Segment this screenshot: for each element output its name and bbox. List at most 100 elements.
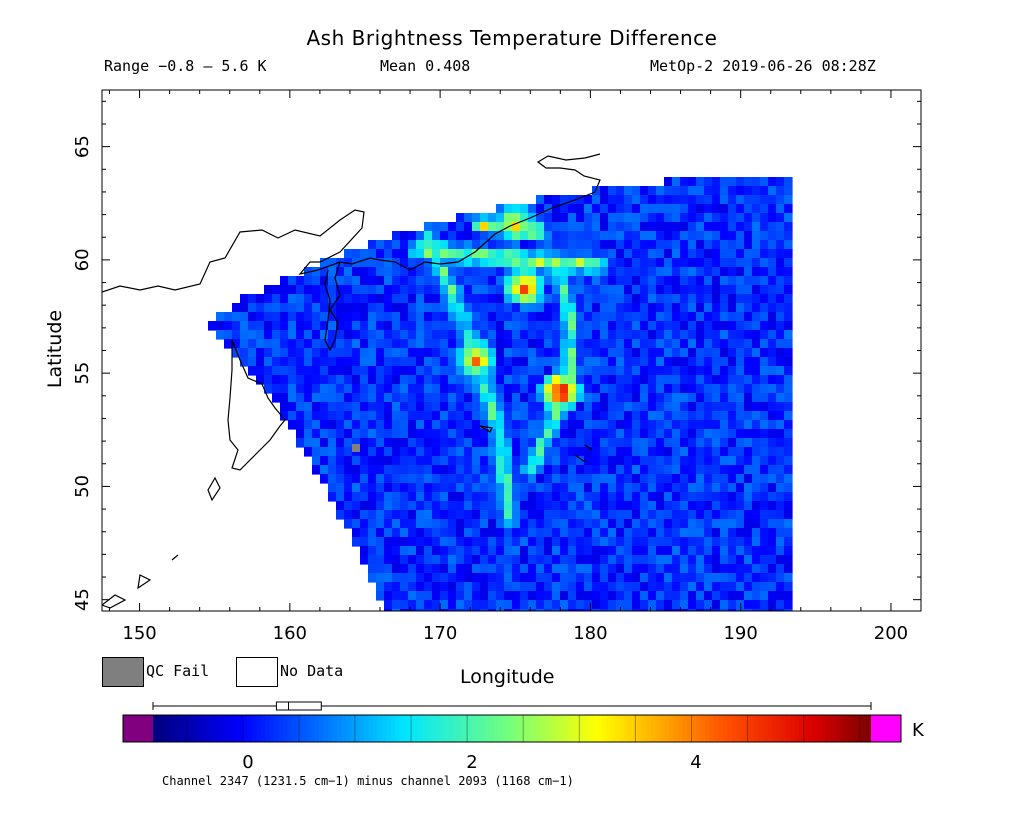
swath-pixel [728,348,737,358]
swath-pixel [448,492,457,502]
swath-pixel [544,321,553,331]
swath-pixel [688,303,697,313]
swath-pixel [760,384,769,394]
swath-pixel [424,537,433,547]
swath-pixel [776,474,785,484]
swath-pixel [768,195,777,205]
swath-pixel [560,501,569,511]
swath-pixel [784,366,793,376]
swath-pixel [680,420,689,430]
swath-pixel [776,375,785,385]
swath-pixel [712,213,721,223]
swath-pixel [632,483,641,493]
colorbar-segment [161,715,168,742]
swath-pixel [608,474,617,484]
swath-pixel [520,402,529,412]
swath-pixel [696,276,705,286]
colorbar-segment [471,715,477,742]
colorbar-segment [345,715,352,742]
swath-pixel [624,366,633,376]
swath-pixel [592,600,601,610]
swath-pixel [568,402,577,412]
swath-pixel [560,447,569,457]
swath-pixel [400,528,409,538]
swath-pixel [768,339,777,349]
swath-pixel [296,429,305,439]
swath-pixel [400,258,409,268]
swath-pixel [688,528,697,538]
swath-pixel [368,465,377,475]
swath-pixel [528,420,537,430]
swath-pixel [336,312,345,322]
swath-pixel [768,348,777,358]
swath-pixel [536,393,545,403]
swath-pixel [728,609,737,611]
colorbar-segment [763,715,769,742]
swath-pixel [680,600,689,610]
swath-pixel [696,402,705,412]
swath-pixel [696,321,705,331]
swath-pixel [688,537,697,547]
swath-pixel [448,420,457,430]
swath-pixel [648,591,657,601]
swath-pixel [400,384,409,394]
swath-pixel [608,456,617,466]
swath-pixel [584,384,593,394]
swath-pixel [784,465,793,475]
swath-pixel [296,276,305,286]
swath-pixel [480,600,489,610]
swath-pixel [336,438,345,448]
swath-pixel [432,420,441,430]
swath-pixel [424,411,433,421]
swath-pixel [288,357,297,367]
swath-pixel [656,249,665,259]
colorbar-segment [619,715,625,742]
swath-pixel [488,546,497,556]
colorbar-segment [543,715,549,742]
swath-pixel [592,195,601,205]
colorbar-segment [310,715,316,742]
swath-pixel [688,465,697,475]
swath-pixel [752,249,761,259]
swath-pixel [560,438,569,448]
swath-pixel [392,285,401,295]
swath-pixel [320,348,329,358]
swath-pixel [264,348,273,358]
swath-pixel [648,411,657,421]
swath-pixel [352,402,361,412]
swath-pixel [632,384,641,394]
swath-pixel [368,357,377,367]
swath-pixel [456,213,465,223]
swath-pixel [744,537,753,547]
swath-pixel [368,456,377,466]
swath-pixel [432,591,441,601]
swath-pixel [672,348,681,358]
colorbar-segment [184,715,190,742]
swath-pixel [472,600,481,610]
swath-pixel [416,537,425,547]
swath-pixel [656,546,665,556]
swath-pixel [672,537,681,547]
swath-pixel [472,375,481,385]
swath-pixel [488,492,497,502]
swath-pixel [528,357,537,367]
swath-pixel [320,411,329,421]
swath-pixel [640,609,649,611]
swath-pixel [528,600,537,610]
swath-pixel [448,510,457,520]
swath-pixel [656,375,665,385]
swath-pixel [536,528,545,538]
swath-pixel [400,348,409,358]
colorbar-over [871,715,901,742]
colorbar-segment [462,715,468,742]
swath-pixel [640,411,649,421]
swath-pixel [584,195,593,205]
swath-pixel [664,564,673,574]
swath-pixel [696,582,705,592]
swath-pixel [560,483,569,493]
swath-pixel [752,447,761,457]
swath-pixel [376,456,385,466]
swath-pixel [424,609,433,611]
swath-pixel [336,348,345,358]
swath-pixel [264,375,273,385]
